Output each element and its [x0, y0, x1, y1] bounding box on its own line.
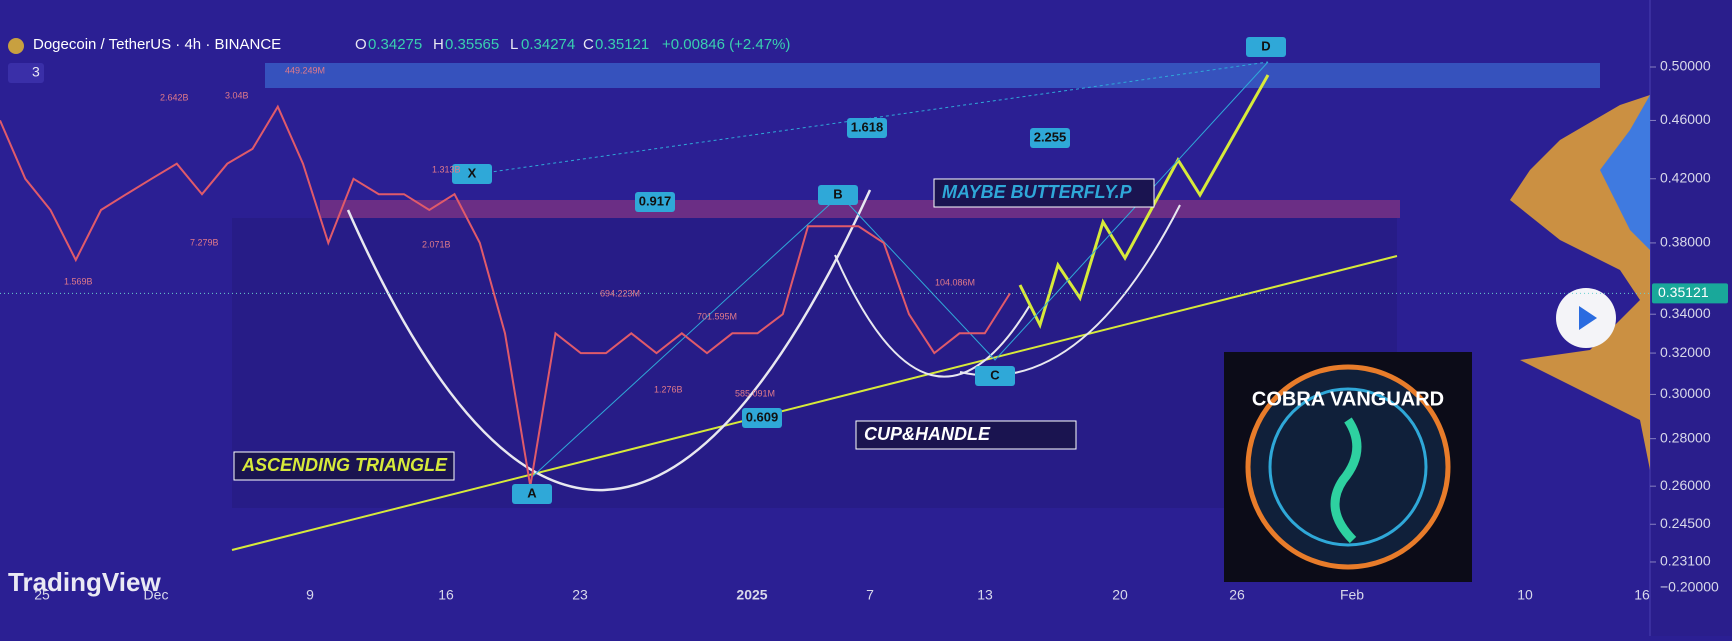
annotation-box	[855, 420, 1077, 450]
annotation-tag	[635, 192, 675, 212]
price-tick-label: 0.28000	[1660, 429, 1711, 445]
annotation-tag	[742, 408, 782, 428]
coin-icon	[8, 38, 24, 54]
price-tick-label: 0.42000	[1660, 169, 1711, 185]
price-tick-label: 0.24500	[1660, 515, 1711, 531]
annotation: 0.609	[746, 409, 779, 424]
annotation-tag	[847, 118, 887, 138]
date-label: 20	[1112, 587, 1128, 603]
date-label: 2025	[736, 587, 767, 603]
annotation: ASCENDING TRIANGLE	[241, 455, 448, 475]
price-axis-label: −0.20000	[1660, 579, 1719, 595]
price-tick-label: 0.32000	[1660, 344, 1711, 360]
logo-snake	[1330, 417, 1362, 544]
watermark: TradingView	[8, 567, 161, 597]
logo-ring-inner	[1268, 387, 1428, 547]
date-label: 7	[866, 587, 874, 603]
trendline	[231, 255, 1398, 551]
price-axis-bg	[1650, 0, 1732, 636]
price-tick-label: 0.50000	[1660, 58, 1711, 74]
handle-curve	[834, 254, 1031, 378]
annotation: MAYBE BUTTERFLY.P	[942, 182, 1133, 202]
volume-label: 701.595M	[697, 311, 737, 321]
volume-label: 2.642B	[160, 92, 189, 102]
annotation-tag	[512, 484, 552, 504]
price-tick-label: 0.23100	[1660, 553, 1711, 569]
volume-label: 2.071B	[422, 239, 451, 249]
c-label: C	[583, 36, 594, 53]
volume-label: 449.249M	[285, 65, 325, 75]
current-price-label: 0.35121	[1658, 284, 1709, 300]
volume-label: 1.313B	[432, 164, 461, 174]
c-value: 0.35121	[595, 36, 649, 53]
annotation: X	[468, 165, 477, 180]
date-label: 13	[977, 587, 993, 603]
date-label: 16	[1634, 587, 1650, 603]
annotation: CUP&HANDLE	[864, 424, 991, 444]
annotation-tag	[452, 164, 492, 184]
annotation: A	[527, 485, 537, 500]
annotation: C	[990, 367, 1000, 382]
price-line	[0, 104, 1011, 487]
annotation-tag	[818, 185, 858, 205]
volume-label: 7.279B	[190, 237, 219, 247]
cup-curve	[346, 189, 872, 492]
symbol: Dogecoin / TetherUS · 4h · BINANCE	[33, 36, 281, 53]
volume-profile-blue	[1600, 95, 1650, 250]
annotation-tag	[1030, 128, 1070, 148]
change: +0.00846 (+2.47%)	[662, 36, 790, 53]
date-label: Dec	[144, 587, 169, 603]
annotation: 1.618	[851, 119, 884, 134]
annotation-tag	[975, 366, 1015, 386]
annotation-box	[233, 451, 455, 481]
volume-label: 585.091M	[735, 388, 775, 398]
play-icon	[1579, 306, 1597, 330]
date-label: 25	[34, 587, 50, 603]
date-label: 9	[306, 587, 314, 603]
header: Dogecoin / TetherUS · 4h · BINANCE O 0.3…	[8, 36, 790, 83]
target-zone	[265, 63, 1600, 88]
logo-text: COBRA VANGUARD	[1252, 388, 1444, 410]
annotation-box	[933, 178, 1155, 208]
volume-label: 694.223M	[600, 288, 640, 298]
price-tick-label: 0.46000	[1660, 111, 1711, 127]
annotation: 2.255	[1034, 129, 1067, 144]
h-value: 0.35565	[445, 36, 499, 53]
volume-label: 1.569B	[64, 276, 93, 286]
date-label: 10	[1517, 587, 1533, 603]
h-label: H	[433, 36, 444, 53]
volume-label: 3.04B	[225, 90, 249, 100]
l-value: 0.34274	[521, 36, 575, 53]
indicator-toggle[interactable]	[8, 63, 44, 83]
l-label: L	[510, 36, 518, 53]
date-label: 16	[438, 587, 454, 603]
volume-label: 104.086M	[935, 277, 975, 287]
annotation: B	[833, 186, 842, 201]
date-label: 23	[572, 587, 588, 603]
price-tick-label: 0.38000	[1660, 234, 1711, 250]
current-price-badge	[1652, 283, 1728, 304]
date-label: 26	[1229, 587, 1245, 603]
o-label: O	[355, 36, 367, 53]
price-tick-label: 0.34000	[1660, 305, 1711, 321]
price-tick-label: 0.30000	[1660, 385, 1711, 401]
annotation-tag	[1246, 37, 1286, 57]
volume-label: 1.276B	[654, 384, 683, 394]
indicator-count: 3	[32, 64, 40, 80]
date-label: Feb	[1340, 587, 1364, 603]
annotation: 0.917	[639, 193, 672, 208]
o-value: 0.34275	[368, 36, 422, 53]
price-tick-label: 0.26000	[1660, 477, 1711, 493]
annotation: D	[1261, 38, 1270, 53]
